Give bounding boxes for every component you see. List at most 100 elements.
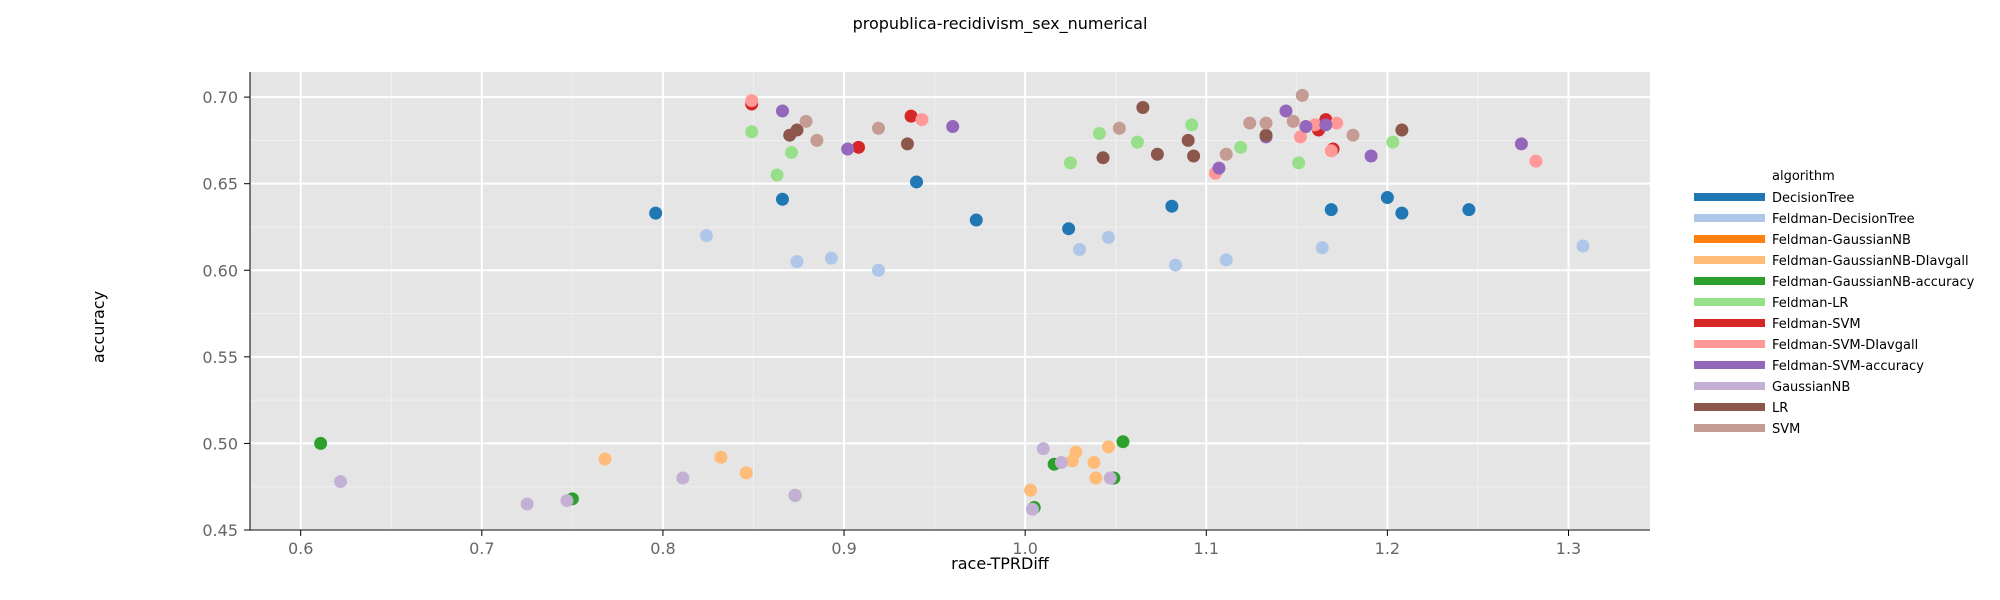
x-tick-label: 0.9 [831,539,856,558]
data-point [314,436,328,450]
data-point [799,114,813,128]
legend-entry: Feldman-LR [1772,296,1848,311]
x-tick-label: 1.2 [1375,539,1400,558]
data-point [1462,203,1476,217]
data-point [1101,440,1115,454]
y-axis-label: accuracy [89,291,108,363]
x-tick-label: 1.3 [1556,539,1581,558]
legend-entry: Feldman-SVM [1772,317,1861,332]
data-point [1529,154,1543,168]
data-point [649,206,663,220]
data-point [790,123,804,137]
data-point [969,213,983,227]
data-point [1025,502,1039,516]
axes [249,72,1650,531]
y-tick-label: 0.50 [202,434,238,453]
data-point [1330,116,1344,130]
data-point [1092,126,1106,140]
data-point [1295,88,1309,102]
data-point [915,113,929,127]
data-point [1259,128,1273,142]
data-point [810,133,824,147]
data-point [1299,120,1313,134]
legend: algorithm DecisionTree Feldman-DecisionTr… [1694,169,1975,437]
legend-swatch [1694,193,1765,201]
data-point [676,471,690,485]
data-point [1576,239,1590,253]
legend-entry: GaussianNB [1772,380,1850,395]
data-point [1219,147,1233,161]
data-point [334,475,348,489]
data-point [1130,135,1144,149]
data-point [1386,135,1400,149]
data-point [1103,471,1117,485]
data-point [520,497,534,511]
x-tick-label: 0.7 [469,539,494,558]
data-point [1187,149,1201,163]
legend-entry: Feldman-SVM-DIavgall [1772,338,1918,353]
data-points [314,88,1590,516]
data-point [1514,137,1528,151]
legend-swatch [1694,403,1765,411]
data-point [1096,151,1110,165]
legend-swatch [1694,340,1765,348]
legend-entry: Feldman-GaussianNB-DIavgall [1772,254,1969,269]
legend-entry: Feldman-DecisionTree [1772,212,1915,227]
data-point [871,263,885,277]
data-point [871,121,885,135]
legend-swatch [1694,256,1765,264]
x-axis-ticks: 0.6 0.7 0.8 0.9 1.0 1.1 1.2 1.3 [288,530,1581,558]
data-point [775,192,789,206]
data-point [1062,222,1076,236]
data-point [739,466,753,480]
x-tick-label: 0.6 [288,539,313,558]
data-point [1116,435,1130,449]
legend-swatch [1694,214,1765,222]
data-point [788,488,802,502]
data-point [1212,161,1226,175]
data-point [1395,206,1409,220]
data-point [900,137,914,151]
data-point [904,109,918,123]
data-point [909,175,923,189]
data-point [714,450,728,464]
data-point [1101,230,1115,244]
data-point [1168,258,1182,272]
data-point [824,251,838,265]
data-point [1364,149,1378,163]
legend-swatch [1694,424,1765,432]
data-point [1112,121,1126,135]
data-point [1072,242,1086,256]
data-point [1069,445,1083,459]
legend-title: algorithm [1772,169,1835,184]
data-point [1286,114,1300,128]
data-point [1279,104,1293,118]
data-point [1089,471,1103,485]
y-tick-label: 0.60 [202,261,238,280]
legend-swatch [1694,382,1765,390]
data-point [560,494,574,508]
data-point [1319,118,1333,132]
data-point [1181,133,1195,147]
data-point [1395,123,1409,137]
data-point [1063,156,1077,170]
legend-entry: DecisionTree [1772,191,1854,206]
data-point [1380,191,1394,205]
data-point [598,452,612,466]
data-point [1087,455,1101,469]
data-point [1243,116,1257,130]
data-point [841,142,855,156]
data-point [946,120,960,134]
data-point [1234,140,1248,154]
data-point [775,104,789,118]
data-point [1150,147,1164,161]
data-point [699,229,713,243]
data-point [1219,253,1233,267]
data-point [1165,199,1179,213]
data-point [785,146,799,160]
data-point [1185,118,1199,132]
y-tick-label: 0.70 [202,88,238,107]
y-axis-ticks: 0.45 0.50 0.55 0.60 0.65 0.70 [202,88,250,540]
data-point [745,94,759,108]
